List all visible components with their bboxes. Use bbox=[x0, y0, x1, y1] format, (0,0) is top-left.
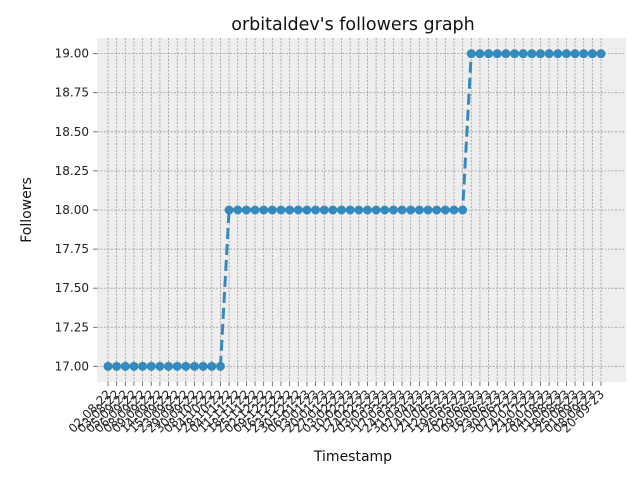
data-point bbox=[337, 205, 347, 215]
data-point bbox=[189, 361, 199, 371]
data-point bbox=[224, 205, 234, 215]
data-point bbox=[172, 361, 182, 371]
series-markers bbox=[103, 49, 606, 371]
data-point bbox=[423, 205, 433, 215]
y-axis-label: Followers bbox=[19, 177, 35, 243]
x-axis-ticks: 02-08-2203-08-2205-09-2206-09-2208-09-22… bbox=[66, 382, 607, 436]
data-point bbox=[458, 205, 468, 215]
data-point bbox=[138, 361, 148, 371]
data-point bbox=[155, 361, 165, 371]
data-point bbox=[553, 49, 563, 59]
data-point bbox=[215, 361, 225, 371]
data-point bbox=[146, 361, 156, 371]
data-point bbox=[518, 49, 528, 59]
data-point bbox=[250, 205, 260, 215]
data-point bbox=[414, 205, 424, 215]
data-point bbox=[371, 205, 381, 215]
data-point bbox=[596, 49, 606, 59]
data-point bbox=[544, 49, 554, 59]
y-tick-label: 17.25 bbox=[55, 320, 89, 334]
data-point bbox=[561, 49, 571, 59]
data-point bbox=[570, 49, 580, 59]
x-axis-label: Timestamp bbox=[313, 449, 392, 465]
data-point bbox=[345, 205, 355, 215]
data-point bbox=[276, 205, 286, 215]
data-point bbox=[380, 205, 390, 215]
data-point bbox=[466, 49, 476, 59]
data-point bbox=[354, 205, 364, 215]
y-tick-label: 17.50 bbox=[55, 281, 89, 295]
y-tick-label: 17.75 bbox=[55, 242, 89, 256]
data-point bbox=[285, 205, 295, 215]
data-point bbox=[579, 49, 589, 59]
y-tick-label: 18.25 bbox=[55, 164, 89, 178]
data-point bbox=[406, 205, 416, 215]
y-tick-label: 18.75 bbox=[55, 86, 89, 100]
y-tick-label: 18.00 bbox=[55, 203, 89, 217]
data-point bbox=[207, 361, 217, 371]
data-point bbox=[587, 49, 597, 59]
y-tick-label: 19.00 bbox=[55, 47, 89, 61]
data-point bbox=[311, 205, 321, 215]
data-point bbox=[103, 361, 113, 371]
data-point bbox=[259, 205, 269, 215]
data-point bbox=[510, 49, 520, 59]
data-point bbox=[432, 205, 442, 215]
data-point bbox=[164, 361, 174, 371]
data-point bbox=[362, 205, 372, 215]
data-point bbox=[397, 205, 407, 215]
y-tick-label: 17.00 bbox=[55, 359, 89, 373]
data-point bbox=[112, 361, 122, 371]
chart-title: orbitaldev's followers graph bbox=[231, 15, 475, 35]
data-point bbox=[129, 361, 139, 371]
data-point bbox=[241, 205, 251, 215]
data-point bbox=[198, 361, 208, 371]
y-tick-label: 18.50 bbox=[55, 125, 89, 139]
data-point bbox=[293, 205, 303, 215]
data-point bbox=[319, 205, 329, 215]
data-point bbox=[328, 205, 338, 215]
data-point bbox=[535, 49, 545, 59]
data-point bbox=[267, 205, 277, 215]
data-point bbox=[233, 205, 243, 215]
data-point bbox=[492, 49, 502, 59]
data-point bbox=[475, 49, 485, 59]
y-axis-ticks: 17.00 17.25 17.50 17.75 18.00 18.25 18.50 18.75… bbox=[55, 47, 97, 373]
data-point bbox=[527, 49, 537, 59]
data-point bbox=[120, 361, 130, 371]
data-point bbox=[302, 205, 312, 215]
data-point bbox=[388, 205, 398, 215]
data-point bbox=[484, 49, 494, 59]
data-point bbox=[449, 205, 459, 215]
data-point bbox=[181, 361, 191, 371]
data-point bbox=[440, 205, 450, 215]
data-point bbox=[501, 49, 511, 59]
